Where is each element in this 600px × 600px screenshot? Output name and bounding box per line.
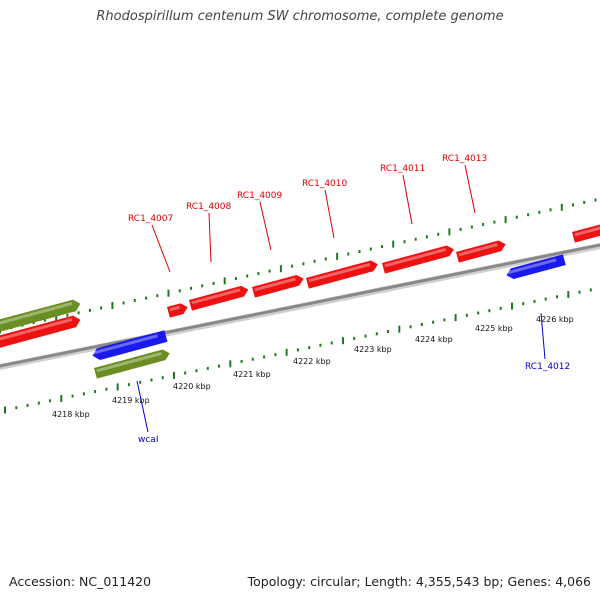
scale-ticks [0,198,597,414]
tick-label: 4226 kbp [536,315,574,324]
rna-green-arrow [94,349,170,379]
gene-arrow-right [572,223,600,243]
gene-arrow-4008 [189,285,249,311]
gene-features [0,223,600,379]
gene-arrow-4011-shine [384,247,447,268]
rna-green-arrow-left [0,299,81,334]
tick-label: 4223 kbp [354,345,392,354]
gene-arrow-4012 [506,254,566,280]
gene-arrow-4010 [306,260,378,289]
gene-arrow-4008-body [189,285,249,311]
map-title: Rhodospirillum centenum SW chromosome, c… [96,9,504,24]
gene-label-rc1_4007: RC1_4007 [128,214,173,224]
gene-arrow-wcai-shine [93,334,158,355]
gene-arrow-left [0,315,81,350]
tick-label: 4220 kbp [173,382,211,391]
gene-label-rc1_4008: RC1_4008 [186,202,231,212]
gene-label-leader [324,189,335,239]
gene-label-rc1_4010: RC1_4010 [302,179,347,189]
gene-arrow-4009 [252,275,304,298]
gene-arrow-4010-body [306,260,378,289]
gene-label-wcai: wcaI [138,435,158,445]
rna-green-arrow-body [94,349,170,379]
gene-label-rc1_4011: RC1_4011 [380,164,425,174]
gene-label-leader [151,224,171,273]
gene-arrow-left-shine [0,318,73,343]
gene-arrow-wcai [92,330,168,361]
gene-arrow-4009-shine [254,277,296,292]
tick-label: 4222 kbp [293,357,331,366]
chromosome-backbone [0,242,600,371]
gene-label-rc1_4012: RC1_4012 [525,362,570,372]
gene-arrow-4007-body [167,303,188,318]
gene-label-rc1_4013: RC1_4013 [442,154,487,164]
gene-labels: RC1_4007 RC1_4008 RC1_4009 RC1_4010 RC1_4011… [128,154,570,445]
gene-label-leader [464,164,476,214]
gene-arrow-4013 [456,240,506,263]
gene-label-leader [259,201,272,251]
gene-arrow-4012-shine [507,258,557,275]
tick-labels: 4218 kbp 4219 kbp 4220 kbp 4221 kbp 4222 kbp… [52,315,574,419]
gene-label-leader [208,212,212,263]
gene-arrow-wcai-body [92,330,168,361]
gene-arrow-4010-shine [308,262,371,283]
gene-arrow-4011-body [382,245,454,274]
gene-arrow-left-body [0,315,81,350]
rna-green-arrow-shine [96,351,162,373]
gene-label-rc1_4009: RC1_4009 [237,191,282,201]
gene-label-leader [540,312,546,360]
rna-green-arrow-left-body [0,299,81,334]
gene-arrow-4007 [167,303,188,318]
gene-arrow-4008-shine [191,288,241,305]
gene-arrow-4007-shine [169,305,180,312]
tick-label: 4225 kbp [475,324,513,333]
genome-summary-text: Topology: circular; Length: 4,355,543 bp… [247,574,591,589]
gene-arrow-4013-body [456,240,506,263]
gene-arrow-right-shine [574,225,600,237]
tick-label: 4224 kbp [415,335,453,344]
gene-arrow-4009-body [252,275,304,298]
gene-arrow-4011 [382,245,454,274]
accession-text: Accession: NC_011420 [9,574,152,589]
gene-label-leader [402,174,413,225]
gene-arrow-right-body [572,223,600,243]
tick-label: 4219 kbp [112,396,150,405]
backbone-line [0,243,600,368]
gene-arrow-4012-body [506,254,566,280]
rna-green-arrow-left-shine [0,302,73,327]
gene-arrow-4013-shine [458,242,498,257]
tick-label: 4218 kbp [52,410,90,419]
gene-label-leader [136,380,149,433]
tick-label: 4221 kbp [233,370,271,379]
